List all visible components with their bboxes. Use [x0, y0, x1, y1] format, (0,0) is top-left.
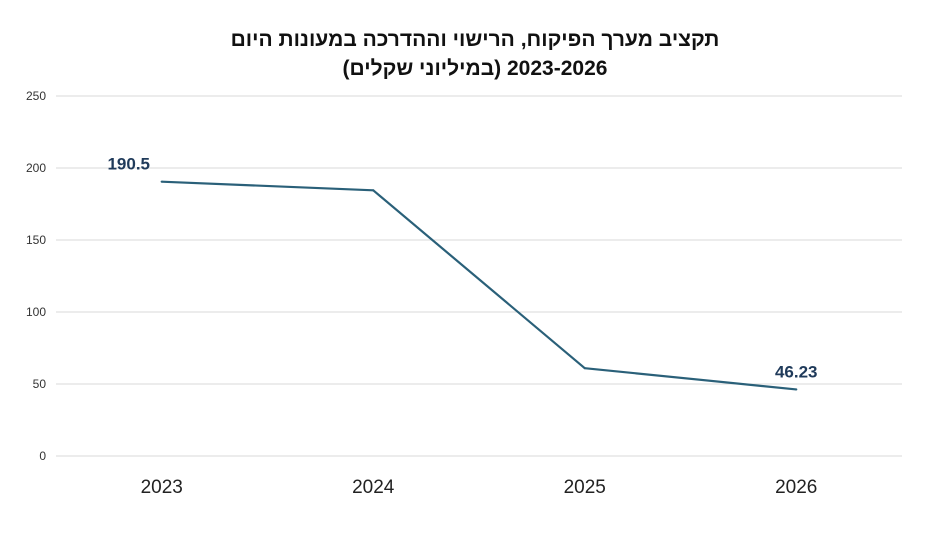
- data-label: 190.5: [107, 155, 150, 174]
- data-label: 46.23: [775, 362, 818, 381]
- y-tick-label: 150: [26, 233, 46, 247]
- data-point: [795, 388, 798, 391]
- y-tick-label: 100: [26, 305, 46, 319]
- y-tick-label: 200: [26, 161, 46, 175]
- series-line: [161, 180, 797, 391]
- y-tick-label: 50: [33, 377, 47, 391]
- chart-title-line-2: 2023-2026 (במיליוני שקלים): [342, 57, 608, 80]
- x-tick-label: 2025: [564, 477, 606, 498]
- data-point: [583, 367, 586, 370]
- y-tick-label: 250: [26, 89, 46, 103]
- chart-title-line-1: תקציב מערך הפיקוח, הרישוי וההדרכה במעונו…: [230, 28, 720, 51]
- x-tick-label: 2024: [352, 477, 395, 498]
- x-tick-label: 2023: [141, 477, 183, 498]
- data-point: [160, 180, 163, 183]
- y-tick-label: 0: [39, 449, 46, 463]
- x-tick-label: 2026: [775, 477, 817, 498]
- data-point: [372, 189, 375, 192]
